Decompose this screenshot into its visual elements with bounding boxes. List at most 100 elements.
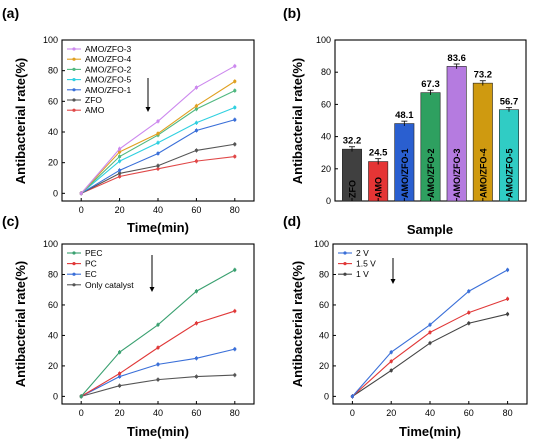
- data-point: [194, 289, 198, 293]
- x-axis-label: Time(min): [399, 424, 461, 439]
- legend-label: ZFO: [85, 95, 102, 105]
- data-point: [79, 394, 83, 398]
- data-point: [156, 346, 160, 350]
- data-point: [79, 191, 83, 195]
- data-point: [194, 321, 198, 325]
- y-tick-label: 20: [319, 361, 329, 371]
- chart-panel-d: (d) Antibacterial rate(%) Time(min) 0 20 40 60…: [283, 213, 528, 439]
- category-label: ZFO: [348, 180, 358, 198]
- y-axis-label: Antibacterial rate(%): [290, 261, 305, 387]
- data-point: [506, 268, 510, 272]
- data-point: [389, 368, 393, 373]
- legend-label: PC: [85, 259, 97, 269]
- legend-marker: [72, 47, 76, 51]
- y-axis-label: Antibacterial rate(%): [13, 261, 28, 387]
- data-point: [194, 356, 198, 360]
- data-point: [118, 168, 122, 172]
- data-point: [194, 128, 198, 133]
- y-tick-label: 80: [48, 269, 58, 279]
- data-label: 67.3: [421, 79, 440, 90]
- y-tick-label: 40: [321, 132, 331, 142]
- data-point: [467, 321, 471, 325]
- panel-label: (a): [2, 5, 19, 21]
- data-point: [233, 142, 237, 146]
- data-point: [506, 297, 510, 301]
- data-point: [233, 347, 237, 351]
- y-tick-label: 80: [319, 269, 329, 279]
- y-tick-label: 100: [316, 35, 331, 45]
- data-point: [156, 164, 160, 168]
- series-line: [80, 155, 235, 194]
- legend-marker: [343, 262, 347, 266]
- y-tick-label: 20: [48, 158, 58, 168]
- x-axis-label: Time(min): [127, 220, 189, 235]
- data-point: [194, 374, 198, 379]
- legend-label: AMO/ZFO-2: [85, 64, 132, 74]
- data-point: [118, 384, 122, 388]
- data-point: [233, 268, 237, 272]
- y-tick-label: 40: [48, 330, 58, 340]
- chart-panel-a: (a) Antibacterial rate(%) Time(min) 0 20 40 60…: [2, 5, 255, 235]
- category-label: AMO/ZFO-1: [400, 149, 410, 199]
- legend-label: AMO/ZFO-5: [85, 75, 132, 85]
- arrow-head: [149, 287, 155, 292]
- y-tick-label: 0: [53, 391, 58, 401]
- category-label: AMO/ZFO-5: [504, 149, 514, 199]
- data-point: [233, 79, 237, 83]
- legend-label: 1 V: [356, 269, 369, 279]
- data-point: [156, 362, 160, 366]
- legend-marker: [72, 67, 76, 71]
- x-tick-label: 0: [350, 408, 355, 418]
- panel-label: (d): [283, 213, 301, 229]
- series-line: [80, 348, 235, 397]
- y-tick-label: 60: [48, 300, 58, 310]
- category-label: AMO/ZFO-4: [478, 149, 488, 198]
- legend-marker: [72, 57, 76, 61]
- data-point: [233, 64, 237, 68]
- data-label: 56.7: [500, 97, 519, 108]
- legend-marker: [72, 283, 76, 287]
- y-tick-label: 100: [43, 239, 58, 249]
- arrow-head: [145, 107, 151, 112]
- legend-label: Only catalyst: [85, 280, 134, 290]
- data-point: [233, 89, 237, 93]
- data-point: [194, 104, 198, 108]
- legend-label: EC: [85, 269, 97, 279]
- data-point: [389, 359, 393, 363]
- legend-marker: [72, 251, 76, 255]
- x-tick-label: 40: [425, 408, 435, 418]
- legend-label: 2 V: [356, 248, 369, 258]
- chart-panel-b: (b) Antibacterial rate(%) Sample 0 20 40 60 80 1…: [283, 5, 527, 237]
- data-point: [467, 310, 471, 315]
- data-label: 48.1: [395, 110, 414, 121]
- data-point: [233, 105, 237, 110]
- legend-label: 1.5 V: [356, 259, 376, 269]
- data-point: [156, 323, 160, 327]
- y-tick-label: 80: [321, 67, 331, 77]
- y-tick-label: 100: [314, 239, 329, 249]
- data-point: [350, 394, 354, 398]
- x-tick-label: 0: [79, 408, 84, 418]
- legend-marker: [343, 251, 347, 255]
- data-point: [389, 350, 393, 354]
- x-tick-label: 20: [386, 408, 396, 418]
- legend-label: AMO/ZFO-1: [85, 85, 132, 95]
- category-label: AMO/ZFO-2: [426, 149, 436, 199]
- y-tick-label: 60: [321, 99, 331, 109]
- data-point: [233, 373, 237, 377]
- category-label: AMO/ZFO-3: [452, 149, 462, 199]
- data-point: [118, 159, 122, 163]
- x-tick-label: 60: [191, 205, 201, 215]
- legend-label: PEC: [85, 248, 102, 258]
- data-point: [156, 119, 160, 123]
- x-tick-label: 20: [115, 408, 125, 418]
- y-axis-label: Antibacterial rate(%): [13, 58, 28, 184]
- y-tick-label: 40: [48, 127, 58, 137]
- data-point: [194, 121, 198, 125]
- series-line: [80, 119, 235, 194]
- panel-label: (c): [2, 213, 19, 229]
- data-point: [506, 312, 510, 316]
- data-point: [118, 174, 122, 179]
- data-point: [156, 141, 160, 145]
- x-tick-label: 0: [79, 205, 84, 215]
